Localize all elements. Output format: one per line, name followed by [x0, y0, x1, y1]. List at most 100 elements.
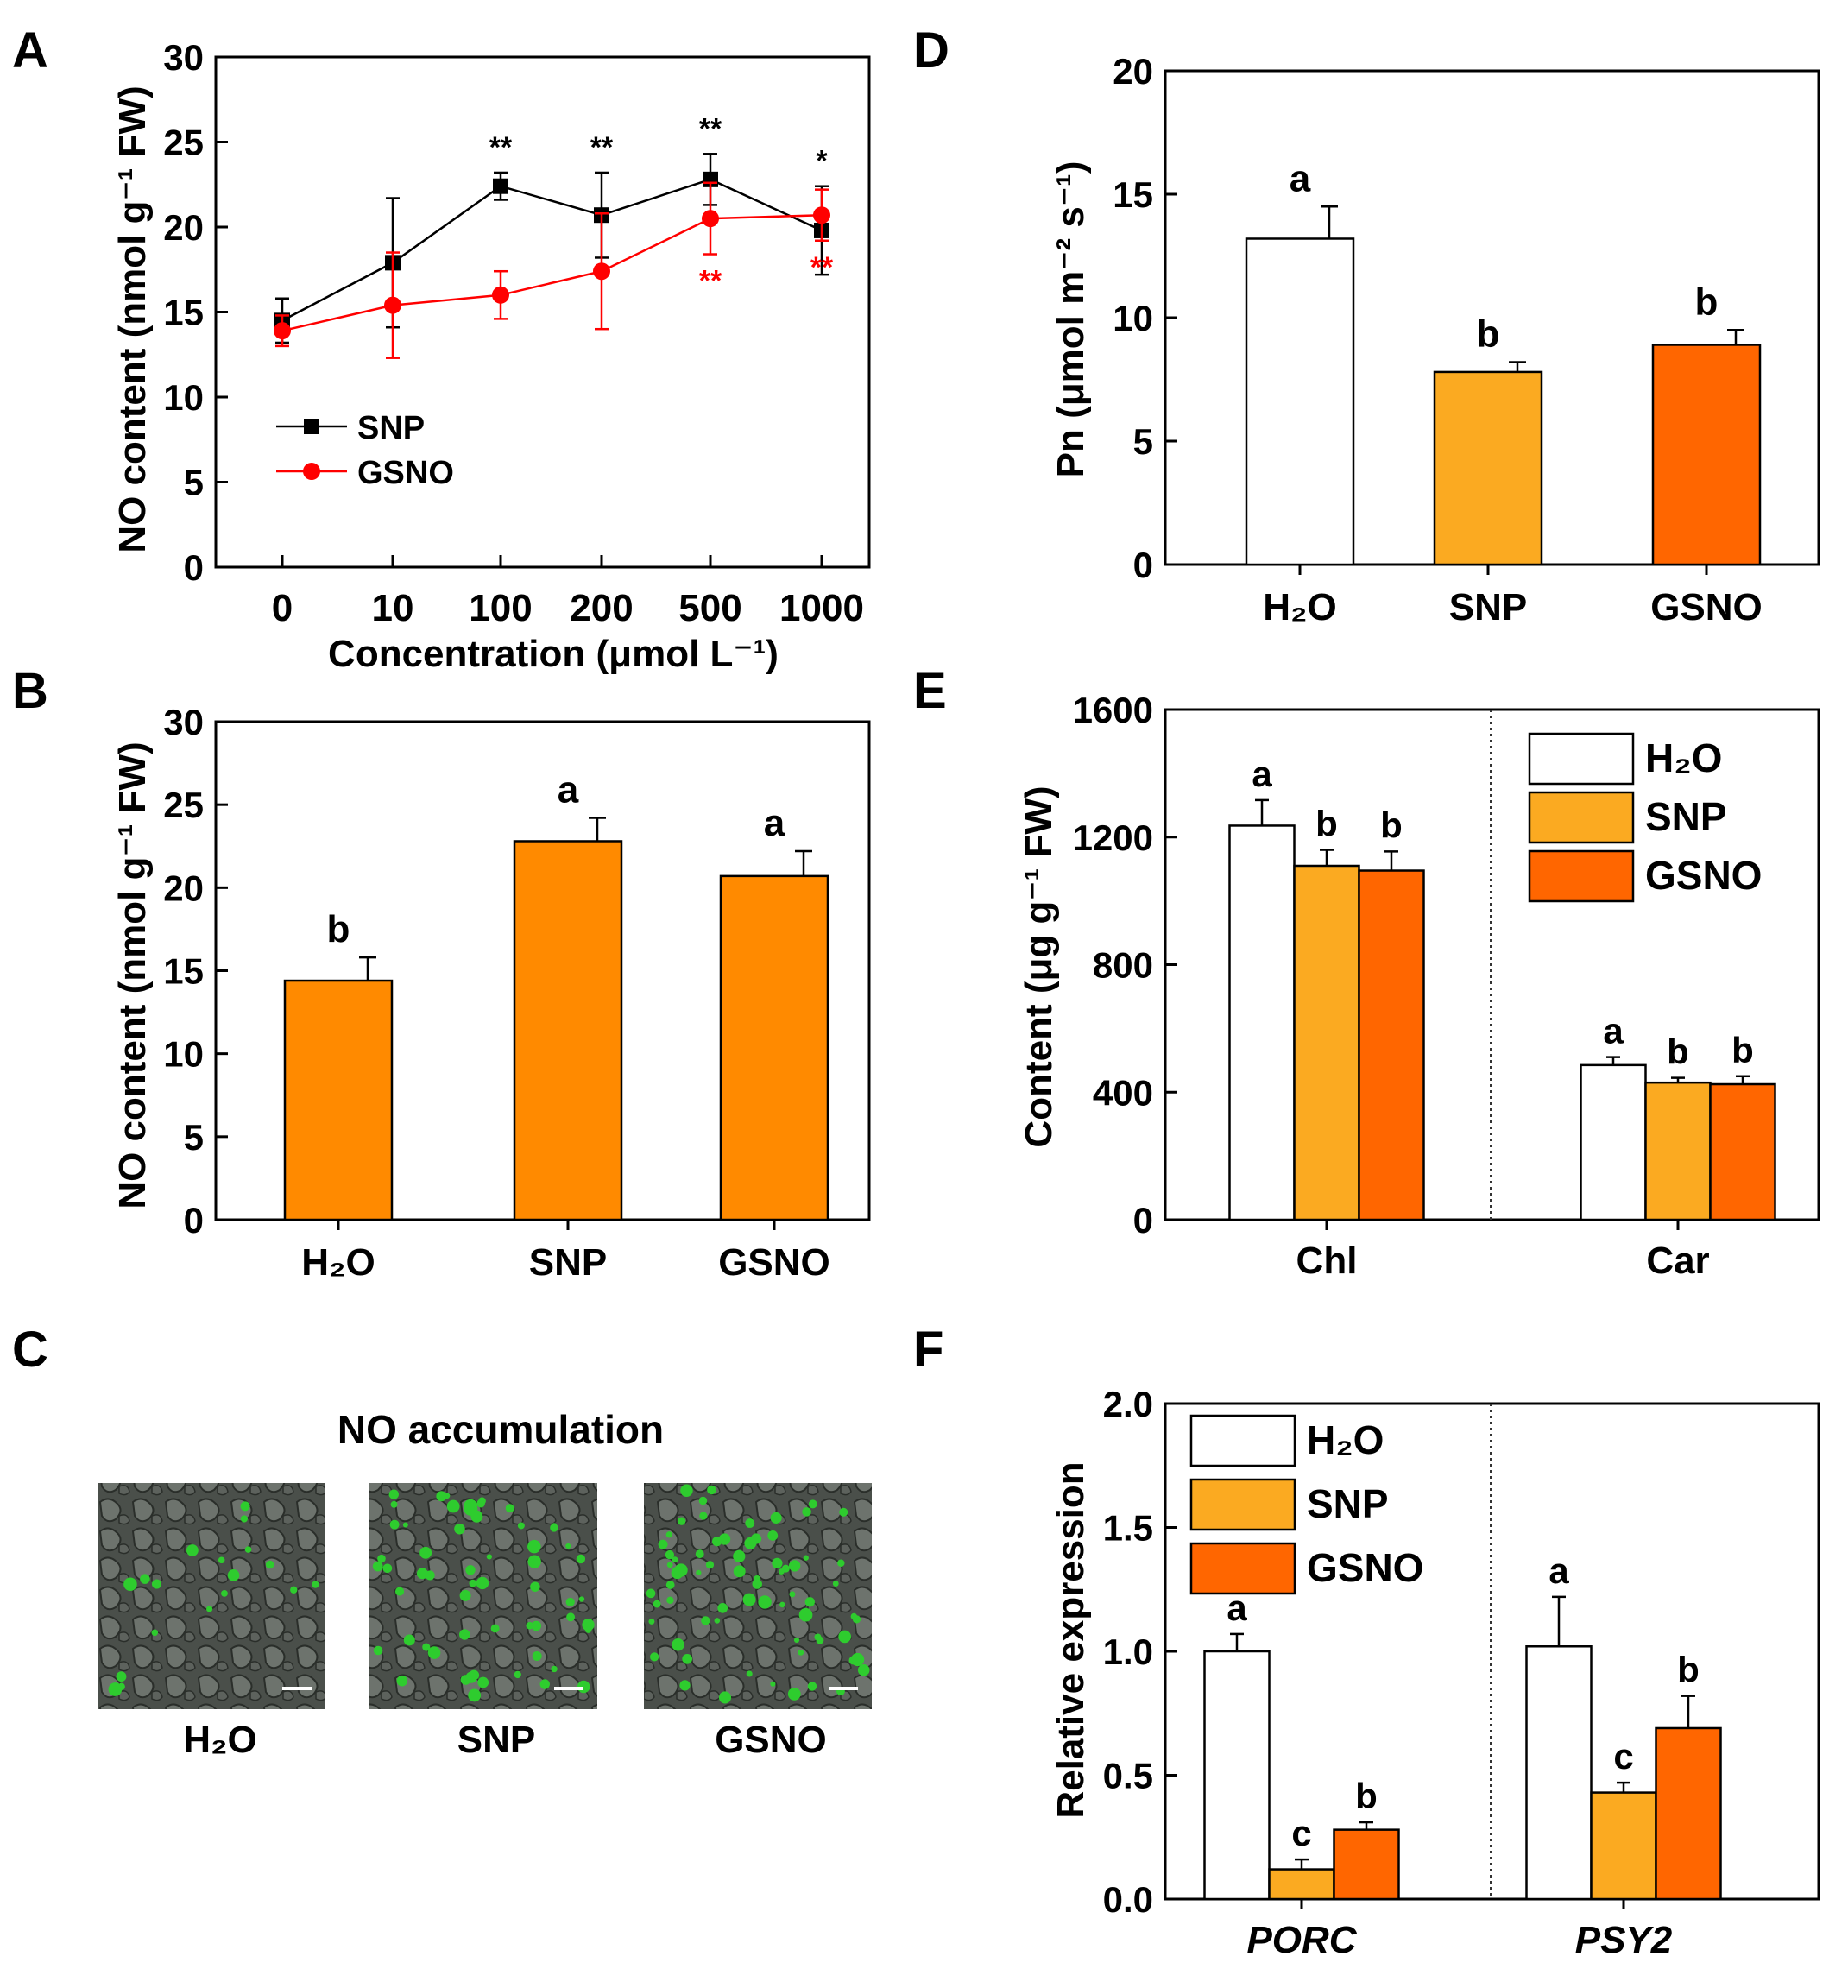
- micrograph-snp-dot: [584, 1626, 592, 1633]
- micrograph-gsno-dot: [857, 1663, 870, 1676]
- micrograph-gsno-dot: [711, 1537, 722, 1547]
- micrograph-h2o-dot: [290, 1586, 298, 1594]
- panel-f-letter: a: [1548, 1550, 1569, 1591]
- micrograph-h2o-icon: [98, 1483, 325, 1709]
- micrograph-gsno-dot: [682, 1653, 693, 1664]
- panel-f-ytick-label: 1.5: [1103, 1508, 1153, 1549]
- panel-d-ytick-label: 10: [1113, 298, 1153, 338]
- micrograph-h2o-dot: [240, 1515, 249, 1523]
- micrograph-gsno-dot: [665, 1549, 675, 1560]
- panel-f-bar: [1203, 1650, 1271, 1901]
- micrograph-gsno-dot: [838, 1630, 852, 1644]
- panel-f-bar: [1590, 1791, 1657, 1901]
- micrograph-gsno-dot: [850, 1652, 865, 1667]
- panel-e-ytick-label: 0: [1133, 1200, 1153, 1240]
- micrograph-snp-dot: [531, 1620, 542, 1631]
- panel-e-letter: b: [1315, 804, 1338, 844]
- micrograph-gsno-dot: [646, 1588, 656, 1599]
- panel-f-legend-swatch: [1189, 1542, 1296, 1595]
- panel-a-snp-significance: *: [816, 145, 828, 178]
- micrograph-snp-dot: [388, 1489, 399, 1499]
- panel-b-letter: a: [558, 769, 579, 811]
- micrograph-snp-dot: [565, 1597, 575, 1607]
- micrograph-snp-dot: [454, 1523, 465, 1535]
- panel-a-legend-square-icon: [304, 419, 319, 434]
- micrograph-gsno-dot: [787, 1687, 801, 1701]
- panel-b-bar: [719, 874, 829, 1221]
- panel-e-bar: [1644, 1081, 1712, 1221]
- micrograph-gsno-dot: [804, 1597, 815, 1607]
- panel-f-ytick-label: 2.0: [1103, 1384, 1153, 1424]
- micrograph-snp-dot: [394, 1587, 405, 1596]
- micrograph-gsno-dot: [770, 1512, 782, 1524]
- panel-a-snp-line: [281, 178, 823, 322]
- panel-letter-c: C: [12, 1322, 48, 1378]
- micrograph-h2o-dot: [140, 1574, 150, 1584]
- panel-a-frame: [214, 55, 871, 569]
- panel-a-ylabel: NO content (nmol g⁻¹ FW): [111, 85, 154, 552]
- micrograph-snp-dot: [539, 1679, 550, 1689]
- panel-b-ytick-label: 15: [163, 951, 204, 992]
- panel-letter-a: A: [12, 22, 48, 79]
- panel-d-letter: b: [1695, 281, 1719, 323]
- micrograph-h2o-dot: [206, 1606, 213, 1612]
- micrograph-gsno-dot: [696, 1569, 702, 1576]
- panel-f-legend-swatch: [1189, 1414, 1296, 1467]
- micrograph-snp-dot: [486, 1554, 492, 1560]
- panel-e-letter: a: [1252, 754, 1272, 794]
- micrograph-snp-dot: [505, 1504, 514, 1513]
- micrograph-snp-dot: [382, 1563, 393, 1574]
- micrograph-gsno-dot: [672, 1638, 684, 1651]
- micrograph-snp-dot: [476, 1576, 489, 1590]
- panel-b-ytick-label: 0: [184, 1200, 204, 1240]
- panel-f-bar: [1655, 1726, 1722, 1901]
- panel-c-label-gsno: GSNO: [715, 1719, 827, 1761]
- panel-a-legend-circle-icon: [303, 463, 320, 480]
- micrograph-snp-dot: [372, 1561, 383, 1572]
- panel-d-ytick-label: 5: [1133, 421, 1153, 462]
- micrograph-gsno-dot: [733, 1565, 746, 1578]
- panel-b-letter: a: [764, 802, 785, 844]
- panel-d-bar: [1651, 344, 1762, 566]
- micrograph-gsno-dot: [752, 1579, 762, 1589]
- micrograph-gsno-dot: [674, 1563, 688, 1577]
- micrograph-snp-dot: [578, 1596, 585, 1602]
- panel-b-ytick-label: 20: [163, 868, 204, 908]
- micrograph-h2o-dot: [312, 1581, 319, 1588]
- panel-f-ytick-label: 0.0: [1103, 1879, 1153, 1920]
- micrograph-gsno-dot: [680, 1484, 693, 1497]
- panel-c-label-h2o: H₂O: [183, 1719, 257, 1761]
- micrograph-snp-dot: [566, 1612, 576, 1622]
- micrograph-snp-dot: [396, 1675, 408, 1687]
- panel-a-ytick-label: 10: [163, 377, 204, 418]
- panel-b-ytick-label: 25: [163, 785, 204, 825]
- panel-f-legend-label: GSNO: [1307, 1545, 1423, 1590]
- panel-a-xlabel: Concentration (μmol L⁻¹): [328, 633, 779, 675]
- micrograph-gsno-dot: [650, 1652, 659, 1662]
- panel-letter-d: D: [913, 22, 949, 79]
- panel-a-gsno-point: [813, 206, 830, 224]
- panel-f-letter: c: [1291, 1813, 1311, 1853]
- micrograph-snp-dot: [373, 1645, 383, 1656]
- panel-letter-b: B: [12, 663, 48, 719]
- panel-b-xtick-label: GSNO: [718, 1241, 830, 1284]
- panel-f-xtick-label: PORC: [1246, 1919, 1357, 1961]
- panel-a-gsno-significance: **: [810, 251, 834, 284]
- micrograph-gsno-dot: [798, 1649, 804, 1656]
- panel-f-ytick-label: 1.0: [1103, 1631, 1153, 1672]
- panel-f-ytick-label: 0.5: [1103, 1756, 1153, 1796]
- micrograph-gsno-dot: [658, 1539, 668, 1549]
- micrograph-gsno-dot: [665, 1581, 675, 1589]
- micrograph-snp-dot: [444, 1493, 451, 1499]
- micrograph-gsno-dot: [807, 1682, 817, 1691]
- micrograph-gsno-dot: [714, 1618, 721, 1624]
- panel-e-letter: a: [1603, 1011, 1624, 1051]
- panel-a-chart: NO content (nmol g⁻¹ FW) Concentration (…: [111, 37, 871, 675]
- micrograph-snp-dot: [422, 1643, 431, 1651]
- panel-e-ytick-label: 400: [1093, 1072, 1153, 1113]
- panel-a-xtick-label: 1000: [779, 587, 864, 629]
- panel-b-ytick-label: 5: [184, 1117, 204, 1158]
- micrograph-snp-dot: [416, 1568, 428, 1580]
- micrograph-gsno-dot: [648, 1618, 655, 1625]
